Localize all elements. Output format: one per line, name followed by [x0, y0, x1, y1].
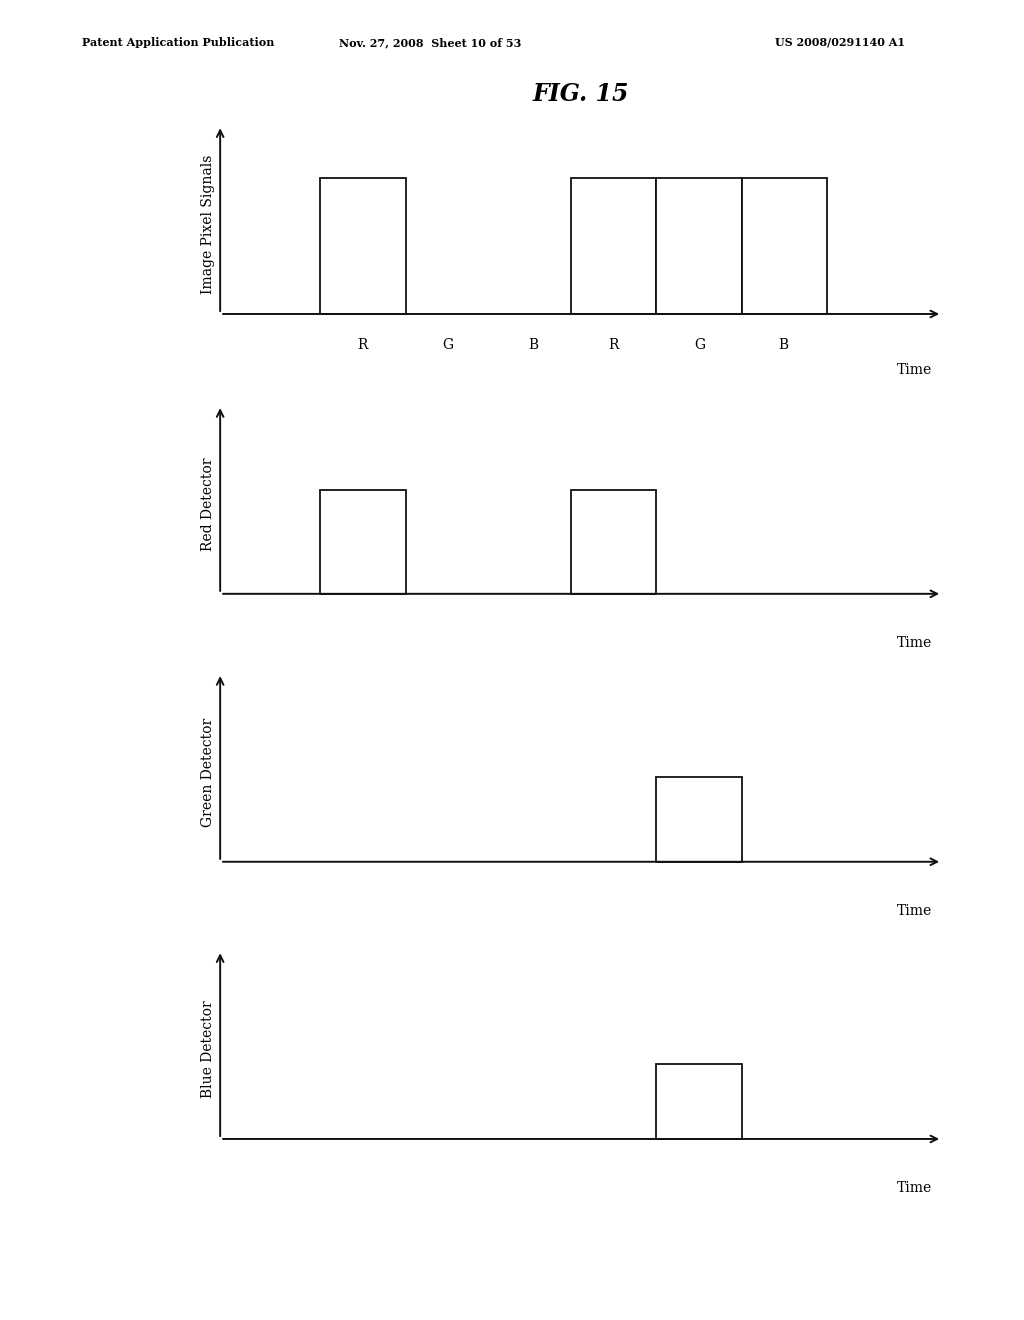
Text: Time: Time	[897, 636, 932, 651]
Text: US 2008/0291140 A1: US 2008/0291140 A1	[775, 37, 904, 48]
Text: Nov. 27, 2008  Sheet 10 of 53: Nov. 27, 2008 Sheet 10 of 53	[339, 37, 521, 48]
Text: Patent Application Publication: Patent Application Publication	[82, 37, 274, 48]
Text: R: R	[608, 338, 618, 352]
Text: B: B	[778, 338, 788, 352]
Y-axis label: Red Detector: Red Detector	[201, 458, 215, 550]
Text: Time: Time	[897, 363, 932, 378]
Text: R: R	[357, 338, 368, 352]
Text: B: B	[528, 338, 538, 352]
Bar	[321, 178, 406, 314]
Text: Time: Time	[897, 904, 932, 919]
Text: G: G	[442, 338, 454, 352]
Bar	[656, 777, 741, 862]
Bar	[321, 490, 406, 594]
Y-axis label: Image Pixel Signals: Image Pixel Signals	[201, 154, 215, 294]
Text: Time: Time	[897, 1181, 932, 1196]
Bar	[656, 1064, 741, 1139]
Y-axis label: Green Detector: Green Detector	[201, 718, 215, 826]
Bar	[656, 178, 741, 314]
Bar	[571, 178, 656, 314]
Text: G: G	[694, 338, 705, 352]
Y-axis label: Blue Detector: Blue Detector	[201, 1001, 215, 1098]
Bar	[571, 490, 656, 594]
Text: FIG. 15: FIG. 15	[532, 82, 630, 106]
Bar	[741, 178, 826, 314]
